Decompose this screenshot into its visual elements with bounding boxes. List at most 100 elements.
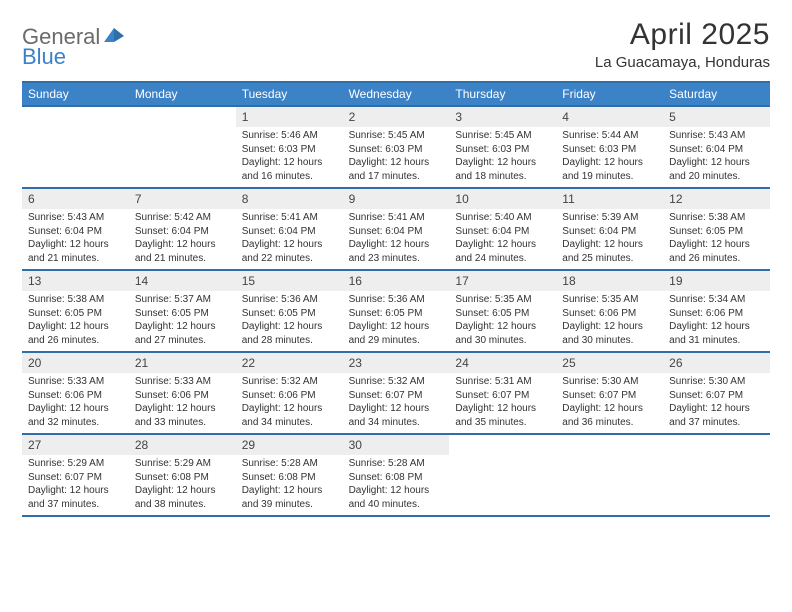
- calendar-cell: 26Sunrise: 5:30 AMSunset: 6:07 PMDayligh…: [663, 353, 770, 433]
- calendar-cell: [556, 435, 663, 515]
- day-header-cell: Monday: [129, 83, 236, 105]
- detail-line: Daylight: 12 hours: [349, 484, 444, 498]
- day-number: 3: [449, 107, 556, 127]
- logo-mark-icon: [104, 26, 126, 49]
- day-header-cell: Friday: [556, 83, 663, 105]
- day-number: 21: [129, 353, 236, 373]
- detail-line: Sunset: 6:03 PM: [562, 143, 657, 157]
- day-details: Sunrise: 5:28 AMSunset: 6:08 PMDaylight:…: [236, 455, 343, 515]
- detail-line: Sunset: 6:04 PM: [242, 225, 337, 239]
- calendar-cell: [129, 107, 236, 187]
- detail-line: and 35 minutes.: [455, 416, 550, 430]
- detail-line: Sunrise: 5:36 AM: [349, 293, 444, 307]
- detail-line: Sunset: 6:06 PM: [242, 389, 337, 403]
- day-number: 17: [449, 271, 556, 291]
- detail-line: Sunrise: 5:36 AM: [242, 293, 337, 307]
- calendar-cell: 19Sunrise: 5:34 AMSunset: 6:06 PMDayligh…: [663, 271, 770, 351]
- detail-line: Sunset: 6:03 PM: [455, 143, 550, 157]
- detail-line: and 30 minutes.: [562, 334, 657, 348]
- detail-line: Sunrise: 5:43 AM: [669, 129, 764, 143]
- detail-line: and 39 minutes.: [242, 498, 337, 512]
- detail-line: Daylight: 12 hours: [242, 320, 337, 334]
- detail-line: Sunset: 6:07 PM: [562, 389, 657, 403]
- detail-line: Sunrise: 5:38 AM: [669, 211, 764, 225]
- detail-line: and 37 minutes.: [669, 416, 764, 430]
- logo-text-b: Blue: [22, 44, 66, 69]
- detail-line: and 33 minutes.: [135, 416, 230, 430]
- detail-line: Sunset: 6:05 PM: [349, 307, 444, 321]
- day-number: 20: [22, 353, 129, 373]
- day-number: [556, 435, 663, 454]
- detail-line: Sunset: 6:07 PM: [349, 389, 444, 403]
- day-details: Sunrise: 5:36 AMSunset: 6:05 PMDaylight:…: [343, 291, 450, 351]
- detail-line: Daylight: 12 hours: [455, 156, 550, 170]
- calendar-cell: 2Sunrise: 5:45 AMSunset: 6:03 PMDaylight…: [343, 107, 450, 187]
- detail-line: Daylight: 12 hours: [135, 402, 230, 416]
- detail-line: Daylight: 12 hours: [669, 320, 764, 334]
- day-number: [449, 435, 556, 454]
- calendar-cell: 30Sunrise: 5:28 AMSunset: 6:08 PMDayligh…: [343, 435, 450, 515]
- detail-line: and 30 minutes.: [455, 334, 550, 348]
- day-details: Sunrise: 5:33 AMSunset: 6:06 PMDaylight:…: [22, 373, 129, 433]
- day-header-cell: Saturday: [663, 83, 770, 105]
- calendar-cell: 23Sunrise: 5:32 AMSunset: 6:07 PMDayligh…: [343, 353, 450, 433]
- calendar-cell: 10Sunrise: 5:40 AMSunset: 6:04 PMDayligh…: [449, 189, 556, 269]
- day-number: 11: [556, 189, 663, 209]
- detail-line: Daylight: 12 hours: [349, 320, 444, 334]
- day-details: Sunrise: 5:41 AMSunset: 6:04 PMDaylight:…: [343, 209, 450, 269]
- detail-line: and 36 minutes.: [562, 416, 657, 430]
- day-header-cell: Tuesday: [236, 83, 343, 105]
- day-number: 15: [236, 271, 343, 291]
- detail-line: Sunrise: 5:35 AM: [455, 293, 550, 307]
- day-number: 28: [129, 435, 236, 455]
- day-details: Sunrise: 5:30 AMSunset: 6:07 PMDaylight:…: [663, 373, 770, 433]
- detail-line: Daylight: 12 hours: [28, 484, 123, 498]
- detail-line: Sunrise: 5:43 AM: [28, 211, 123, 225]
- day-number: 7: [129, 189, 236, 209]
- detail-line: Daylight: 12 hours: [349, 402, 444, 416]
- detail-line: Sunrise: 5:31 AM: [455, 375, 550, 389]
- detail-line: Daylight: 12 hours: [242, 156, 337, 170]
- detail-line: and 27 minutes.: [135, 334, 230, 348]
- calendar-week: 20Sunrise: 5:33 AMSunset: 6:06 PMDayligh…: [22, 353, 770, 435]
- detail-line: Daylight: 12 hours: [562, 402, 657, 416]
- day-details: Sunrise: 5:34 AMSunset: 6:06 PMDaylight:…: [663, 291, 770, 351]
- detail-line: and 34 minutes.: [242, 416, 337, 430]
- day-number: [663, 435, 770, 454]
- calendar-cell: 3Sunrise: 5:45 AMSunset: 6:03 PMDaylight…: [449, 107, 556, 187]
- day-details: Sunrise: 5:28 AMSunset: 6:08 PMDaylight:…: [343, 455, 450, 515]
- detail-line: and 18 minutes.: [455, 170, 550, 184]
- day-details: Sunrise: 5:38 AMSunset: 6:05 PMDaylight:…: [22, 291, 129, 351]
- calendar-cell: 15Sunrise: 5:36 AMSunset: 6:05 PMDayligh…: [236, 271, 343, 351]
- day-number: [22, 107, 129, 126]
- detail-line: Daylight: 12 hours: [669, 402, 764, 416]
- detail-line: Daylight: 12 hours: [135, 484, 230, 498]
- day-details: Sunrise: 5:43 AMSunset: 6:04 PMDaylight:…: [663, 127, 770, 187]
- detail-line: and 20 minutes.: [669, 170, 764, 184]
- calendar-cell: 18Sunrise: 5:35 AMSunset: 6:06 PMDayligh…: [556, 271, 663, 351]
- day-details: Sunrise: 5:42 AMSunset: 6:04 PMDaylight:…: [129, 209, 236, 269]
- calendar-cell: 4Sunrise: 5:44 AMSunset: 6:03 PMDaylight…: [556, 107, 663, 187]
- detail-line: Sunrise: 5:44 AM: [562, 129, 657, 143]
- detail-line: and 22 minutes.: [242, 252, 337, 266]
- detail-line: Sunrise: 5:45 AM: [349, 129, 444, 143]
- day-number: 8: [236, 189, 343, 209]
- day-number: 13: [22, 271, 129, 291]
- detail-line: Daylight: 12 hours: [455, 402, 550, 416]
- detail-line: Sunrise: 5:42 AM: [135, 211, 230, 225]
- day-details: Sunrise: 5:29 AMSunset: 6:07 PMDaylight:…: [22, 455, 129, 515]
- detail-line: Sunset: 6:04 PM: [562, 225, 657, 239]
- day-number: 24: [449, 353, 556, 373]
- day-number: 22: [236, 353, 343, 373]
- day-number: 30: [343, 435, 450, 455]
- calendar-cell: 11Sunrise: 5:39 AMSunset: 6:04 PMDayligh…: [556, 189, 663, 269]
- detail-line: Sunrise: 5:41 AM: [349, 211, 444, 225]
- calendar-cell: 7Sunrise: 5:42 AMSunset: 6:04 PMDaylight…: [129, 189, 236, 269]
- detail-line: Sunset: 6:08 PM: [349, 471, 444, 485]
- day-number: 12: [663, 189, 770, 209]
- day-details: Sunrise: 5:32 AMSunset: 6:06 PMDaylight:…: [236, 373, 343, 433]
- day-details: Sunrise: 5:44 AMSunset: 6:03 PMDaylight:…: [556, 127, 663, 187]
- day-number: 10: [449, 189, 556, 209]
- day-details: Sunrise: 5:29 AMSunset: 6:08 PMDaylight:…: [129, 455, 236, 515]
- detail-line: and 29 minutes.: [349, 334, 444, 348]
